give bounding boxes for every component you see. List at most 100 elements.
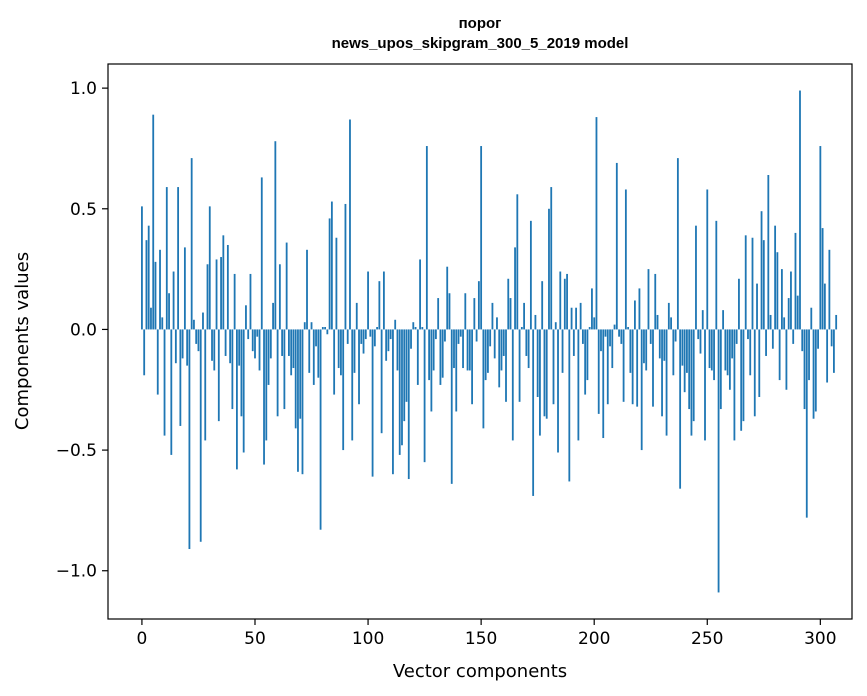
- bar-155: [491, 302, 494, 330]
- bar-141: [459, 329, 462, 337]
- bar-12: [168, 293, 170, 330]
- bar-265: [740, 329, 743, 431]
- bar-58: [272, 302, 274, 330]
- bar-210: [615, 162, 618, 330]
- bar-267: [744, 235, 747, 330]
- bar-140: [457, 329, 460, 344]
- bar-138: [453, 329, 455, 369]
- bar-79: [319, 329, 322, 530]
- bar-163: [509, 298, 512, 330]
- bar-291: [799, 90, 801, 330]
- bar-124: [421, 327, 424, 330]
- bar-72: [303, 322, 306, 330]
- bar-244: [692, 329, 695, 422]
- x-axis-ticks: 0 50 100 150 200 250 300: [137, 619, 837, 649]
- bar-246: [697, 329, 700, 340]
- bar-230: [661, 329, 663, 417]
- bar-211: [618, 329, 620, 337]
- bar-228: [656, 314, 659, 330]
- bar-37: [224, 329, 227, 356]
- bar-300: [819, 146, 822, 330]
- chart-title-line1: порог: [459, 15, 502, 32]
- bar-153: [487, 329, 489, 373]
- bar-301: [821, 228, 824, 330]
- bar-212: [620, 329, 623, 344]
- bar-52: [258, 329, 261, 371]
- bar-302: [823, 283, 826, 330]
- bar-191: [572, 329, 575, 356]
- bar-66: [290, 329, 293, 376]
- bar-84: [330, 201, 333, 330]
- bar-152: [484, 329, 487, 381]
- bar-36: [222, 235, 225, 330]
- bar-214: [624, 189, 627, 330]
- x-tick-label-150: 150: [465, 629, 497, 649]
- x-tick-label-200: 200: [578, 629, 610, 649]
- bar-39: [229, 329, 232, 364]
- bar-99: [364, 329, 367, 340]
- bar-182: [552, 329, 555, 405]
- bar-78: [317, 329, 320, 378]
- bar-68: [294, 329, 297, 429]
- bar-188: [566, 273, 568, 330]
- bar-181: [550, 187, 553, 330]
- bar-104: [376, 327, 379, 330]
- bar-165: [514, 247, 516, 330]
- x-tick-label-300: 300: [804, 629, 836, 649]
- bar-307: [835, 314, 838, 330]
- bar-220: [638, 288, 641, 330]
- bar-26: [199, 329, 202, 542]
- bar-90: [344, 203, 347, 330]
- bar-2: [145, 240, 148, 330]
- bar-146: [471, 329, 473, 405]
- bar-43: [238, 329, 241, 366]
- bar-237: [676, 158, 679, 330]
- bar-147: [473, 298, 476, 330]
- bar-64: [285, 242, 288, 330]
- bar-231: [663, 329, 666, 361]
- bar-50: [254, 329, 256, 359]
- bar-18: [181, 329, 184, 359]
- bar-278: [769, 314, 772, 330]
- bar-196: [584, 329, 587, 395]
- bar-171: [527, 329, 530, 369]
- bar-216: [629, 329, 632, 373]
- x-tick-label-50: 50: [244, 629, 266, 649]
- bar-179: [545, 329, 548, 419]
- bar-51: [256, 329, 259, 337]
- y-axis-ticks: −1.0 −0.5 0.0 0.5 1.0: [56, 79, 108, 582]
- bar-89: [342, 329, 345, 451]
- bar-134: [444, 329, 446, 342]
- bar-136: [448, 293, 451, 330]
- bar-269: [749, 329, 752, 376]
- bar-93: [351, 329, 354, 441]
- bar-10: [163, 329, 166, 436]
- bar-3: [147, 225, 150, 330]
- bar-160: [502, 329, 505, 356]
- bar-279: [771, 329, 774, 349]
- bar-46: [245, 305, 247, 330]
- bar-77: [315, 329, 317, 347]
- bar-145: [468, 329, 471, 371]
- bar-259: [726, 329, 729, 376]
- bar-116: [403, 329, 406, 422]
- bar-91: [346, 329, 349, 344]
- bar-268: [747, 329, 749, 340]
- bar-154: [489, 329, 492, 347]
- bar-264: [738, 278, 740, 330]
- bar-73: [306, 249, 308, 330]
- bar-100: [367, 271, 369, 330]
- bar-63: [283, 329, 286, 410]
- bar-9: [161, 317, 164, 330]
- bar-198: [588, 327, 591, 330]
- bar-128: [430, 329, 433, 412]
- bar-183: [554, 322, 557, 330]
- bar-187: [563, 278, 566, 330]
- bar-232: [665, 329, 668, 436]
- bar-240: [683, 329, 686, 393]
- bar-101: [369, 329, 372, 337]
- bar-119: [410, 329, 412, 349]
- bar-157: [496, 317, 498, 330]
- bar-166: [516, 194, 519, 330]
- bar-115: [401, 329, 403, 446]
